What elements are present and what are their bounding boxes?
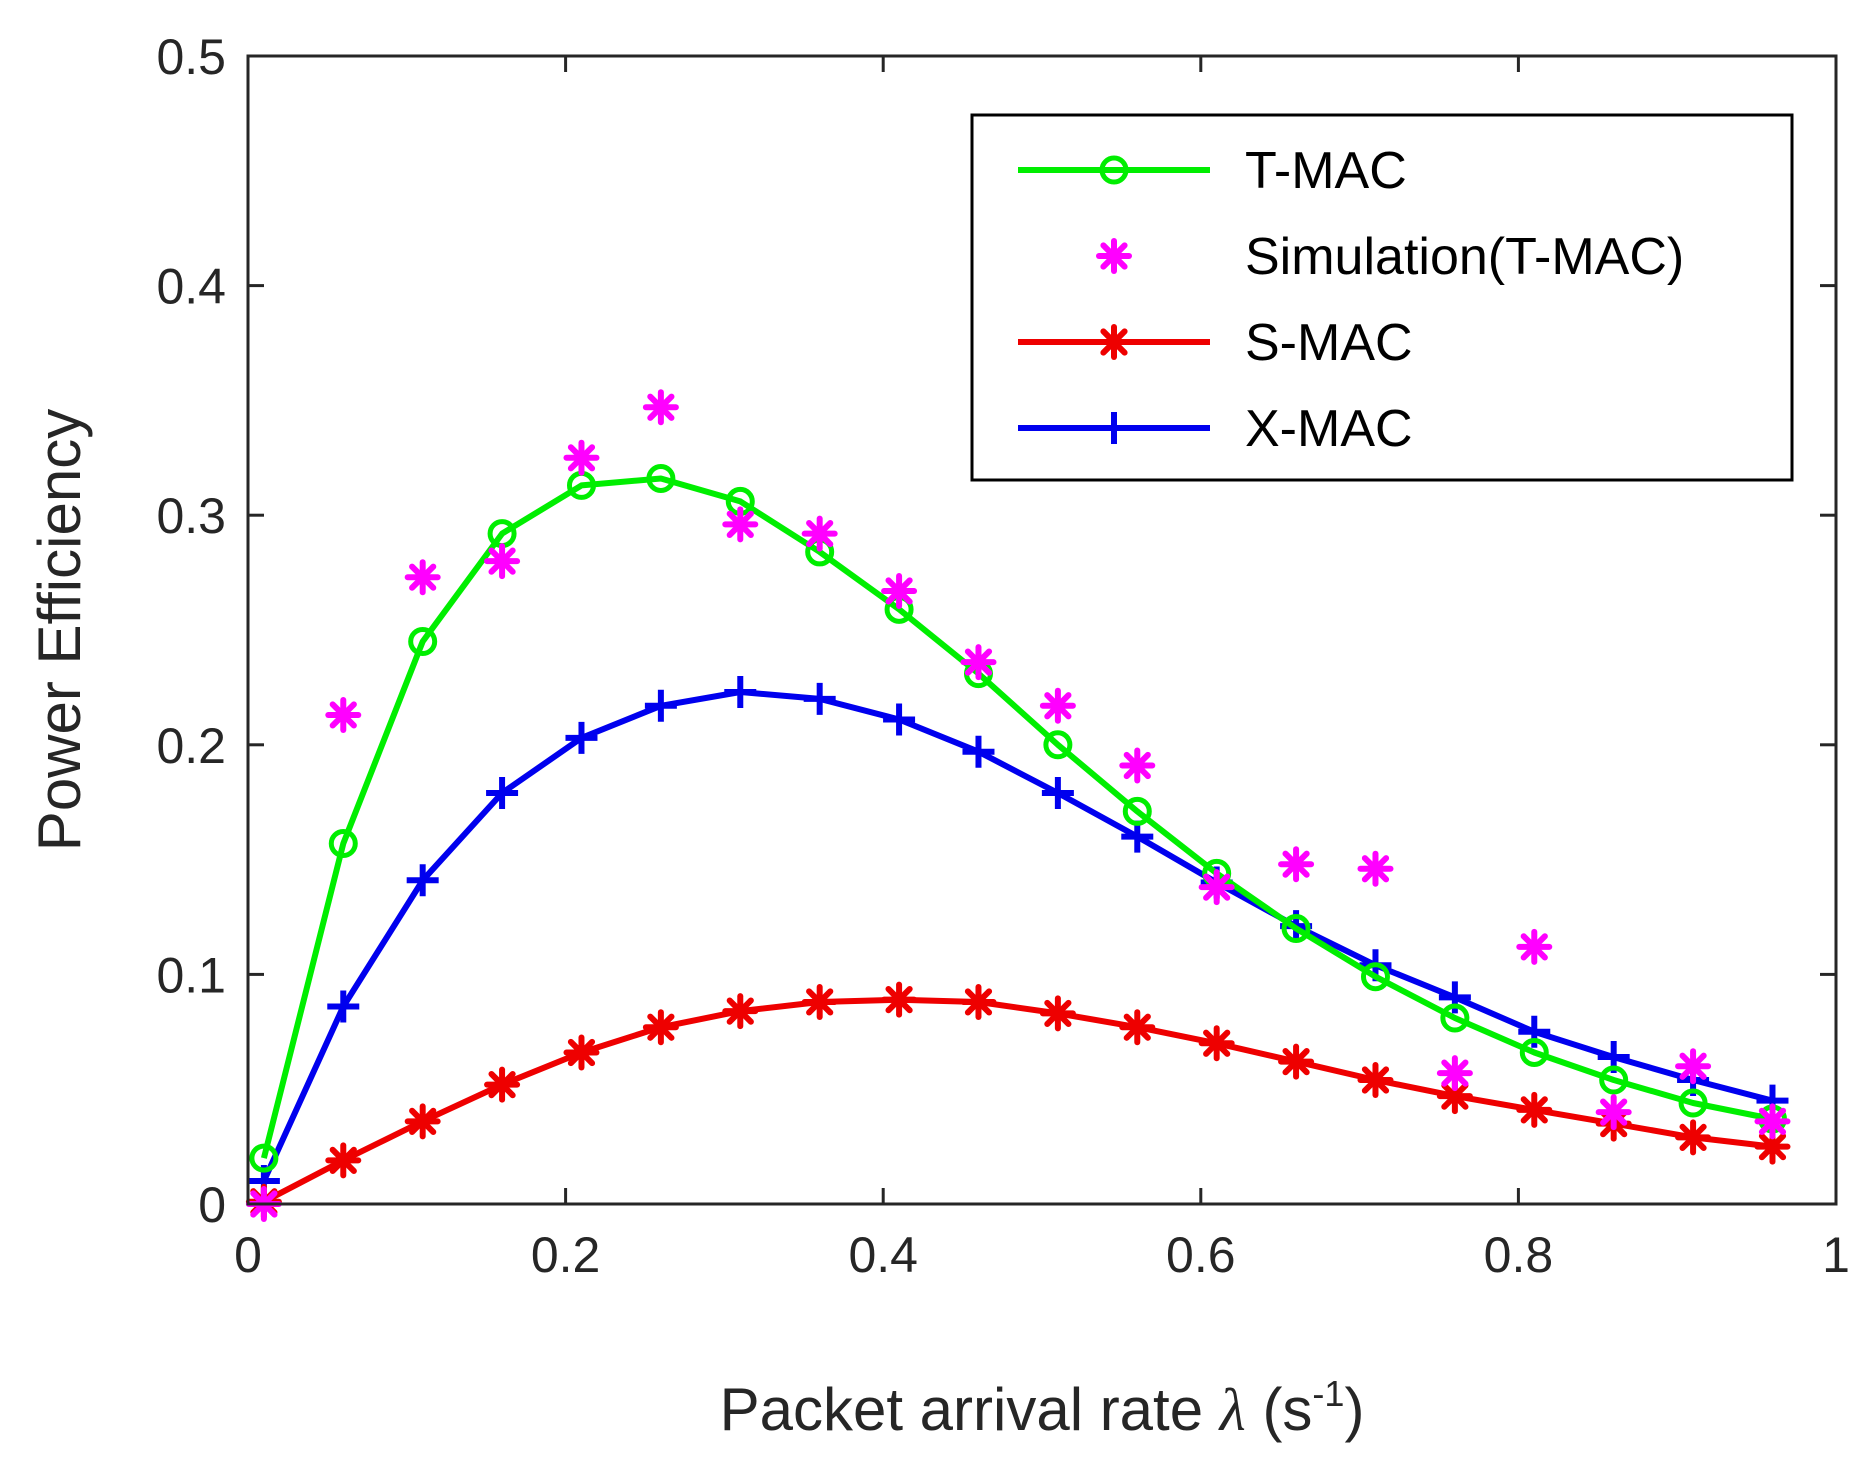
data-point-s-mac — [1039, 995, 1076, 1032]
data-point-simulation-t-mac — [563, 439, 600, 476]
data-point-x-mac — [883, 703, 916, 736]
tick-layer: 0 0.2 0.4 0.6 0.8 1 0 0.1 0.2 0.3 0.4 0.5 — [156, 29, 1849, 1283]
x-tick-label: 1 — [1822, 1227, 1850, 1283]
legend-entry-t-mac: T-MAC — [1018, 142, 1407, 200]
x-tick-label: 0.6 — [1166, 1227, 1236, 1283]
series-line-x-mac — [261, 689, 1774, 1183]
legend-entries: T-MAC Simulation(T-MAC) S-MAC X-MAC — [1018, 142, 1684, 458]
data-point-simulation-t-mac — [1595, 1094, 1632, 1131]
legend-entry-s-mac: S-MAC — [1018, 314, 1413, 372]
legend-box — [970, 113, 1794, 482]
data-point-s-mac — [325, 1142, 362, 1179]
series-simulation-t-mac — [245, 389, 1791, 1222]
data-point-simulation-t-mac — [484, 543, 521, 580]
x-tick-label: 0.8 — [1484, 1227, 1554, 1283]
data-point-x-mac — [565, 721, 598, 754]
x-axis-unit: (s — [1262, 1376, 1312, 1443]
data-point-t-mac — [1122, 796, 1152, 826]
data-point-x-mac — [327, 990, 360, 1023]
legend-marker — [1096, 238, 1132, 274]
data-point-simulation-t-mac — [642, 389, 679, 426]
data-point-t-mac — [1440, 1003, 1470, 1033]
data-point-x-mac — [644, 689, 677, 722]
data-point-simulation-t-mac — [1278, 846, 1315, 883]
data-point-x-mac — [1041, 777, 1074, 810]
data-point-x-mac — [406, 864, 439, 897]
data-point-simulation-t-mac — [881, 572, 918, 609]
data-point-t-mac — [646, 463, 676, 493]
data-point-s-mac — [1198, 1025, 1235, 1062]
data-point-x-mac — [803, 682, 836, 715]
legend-entry-simulation-t-mac: Simulation(T-MAC) — [1096, 228, 1684, 286]
legend: T-MAC Simulation(T-MAC) S-MAC X-MAC — [970, 113, 1794, 482]
plot-frame — [246, 54, 1838, 1206]
series-layer — [245, 389, 1791, 1222]
series-t-mac — [249, 463, 1787, 1173]
x-tick-label: 0.2 — [531, 1227, 601, 1283]
data-point-simulation-t-mac — [1039, 687, 1076, 724]
data-point-s-mac — [484, 1066, 521, 1103]
data-point-t-mac — [328, 829, 358, 859]
y-tick-label: 0.5 — [156, 29, 226, 85]
y-axis-title: Power Efficiency — [26, 409, 93, 851]
x-axis-title-text: Packet arrival rate — [720, 1376, 1204, 1443]
legend-marker — [1096, 324, 1132, 360]
data-point-t-mac — [1519, 1037, 1549, 1067]
data-point-s-mac — [1516, 1091, 1553, 1128]
x-tick-label: 0 — [234, 1227, 262, 1283]
data-point-simulation-t-mac — [404, 559, 441, 596]
legend-label: Simulation(T-MAC) — [1245, 228, 1684, 286]
data-point-simulation-t-mac — [1357, 850, 1394, 887]
legend-marker — [1098, 412, 1130, 444]
data-point-s-mac — [1357, 1062, 1394, 1099]
y-tick-label: 0.1 — [156, 947, 226, 1003]
data-point-t-mac — [1599, 1065, 1629, 1095]
data-point-simulation-t-mac — [1675, 1048, 1712, 1085]
legend-marker — [1099, 155, 1129, 185]
legend-label: T-MAC — [1245, 142, 1407, 200]
data-point-t-mac — [408, 626, 438, 656]
data-point-t-mac — [1043, 730, 1073, 760]
x-tick-label: 0.4 — [848, 1227, 918, 1283]
data-point-simulation-t-mac — [1754, 1103, 1791, 1140]
y-tick-label: 0.2 — [156, 718, 226, 774]
data-point-simulation-t-mac — [801, 515, 838, 552]
data-point-x-mac — [1121, 820, 1154, 853]
x-axis-lambda-symbol: λ — [1218, 1377, 1246, 1443]
y-tick-label: 0.3 — [156, 488, 226, 544]
data-point-t-mac — [1678, 1088, 1708, 1118]
legend-label: X-MAC — [1245, 400, 1413, 458]
data-point-simulation-t-mac — [325, 696, 362, 733]
data-point-s-mac — [642, 1009, 679, 1046]
data-point-s-mac — [1119, 1009, 1156, 1046]
x-axis-unit-exponent: -1 — [1312, 1373, 1344, 1414]
data-point-s-mac — [960, 983, 997, 1020]
data-point-t-mac — [1360, 962, 1390, 992]
y-tick-label: 0.4 — [156, 259, 226, 315]
data-point-s-mac — [563, 1034, 600, 1071]
data-point-s-mac — [722, 993, 759, 1030]
data-point-simulation-t-mac — [1198, 869, 1235, 906]
data-point-x-mac — [486, 777, 519, 810]
data-point-simulation-t-mac — [722, 506, 759, 543]
data-point-simulation-t-mac — [1516, 928, 1553, 965]
data-point-simulation-t-mac — [1436, 1055, 1473, 1092]
data-point-s-mac — [404, 1103, 441, 1140]
data-point-t-mac — [1281, 913, 1311, 943]
x-axis-title: Packet arrival rate λ (s-1) — [720, 1373, 1365, 1443]
x-axis-unit-close: ) — [1344, 1376, 1364, 1443]
legend-entry-x-mac: X-MAC — [1018, 400, 1413, 458]
data-point-simulation-t-mac — [960, 644, 997, 681]
y-tick-label: 0 — [198, 1177, 226, 1233]
data-point-s-mac — [881, 981, 918, 1018]
data-point-t-mac — [249, 1143, 279, 1173]
data-point-s-mac — [1278, 1043, 1315, 1080]
data-point-simulation-t-mac — [1119, 747, 1156, 784]
legend-label: S-MAC — [1245, 314, 1413, 372]
data-point-x-mac — [724, 675, 757, 708]
data-point-s-mac — [1675, 1119, 1712, 1156]
data-point-x-mac — [962, 735, 995, 768]
data-point-s-mac — [801, 983, 838, 1020]
